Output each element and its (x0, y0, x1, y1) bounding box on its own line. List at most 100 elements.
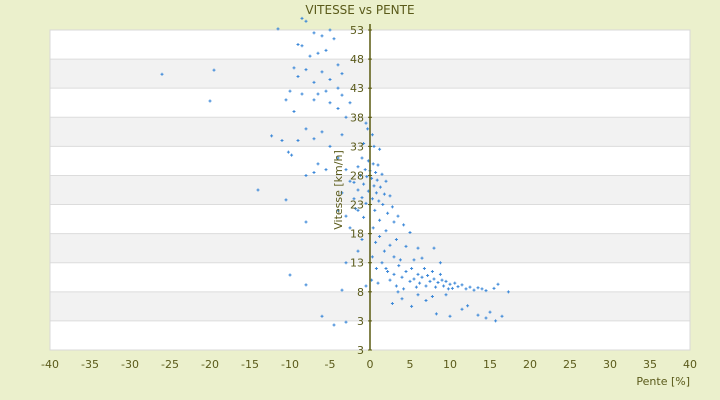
data-point (324, 48, 328, 52)
data-point (344, 115, 348, 119)
data-point (316, 92, 320, 96)
data-point (362, 141, 366, 145)
data-point (390, 301, 394, 305)
data-point (408, 279, 412, 283)
data-point (460, 307, 464, 311)
data-point (320, 34, 324, 38)
data-point (332, 37, 336, 41)
data-point (384, 179, 388, 183)
y-tick-label: 8 (357, 286, 364, 299)
data-point (394, 237, 398, 241)
data-point (344, 214, 348, 218)
x-tick-labels: -40 -35 -30 -25 -20 -15 -10 -5 0 5 10 15 20 25 30 35 40 (41, 358, 697, 371)
data-point (360, 196, 364, 200)
y-tick-label: 13 (350, 257, 364, 270)
data-point (381, 203, 385, 207)
data-point (442, 284, 446, 288)
data-point (374, 191, 378, 195)
data-point (426, 274, 430, 278)
y-tick-label: 48 (350, 53, 364, 66)
data-point (434, 285, 438, 289)
data-point (428, 279, 432, 283)
data-point (398, 258, 402, 262)
data-point (476, 286, 480, 290)
data-point (280, 139, 284, 143)
data-point (328, 77, 332, 81)
data-point (304, 19, 308, 23)
data-point (365, 175, 369, 179)
x-tick-label: 35 (643, 358, 657, 371)
data-point (410, 304, 414, 308)
y-tick-label: 23 (350, 199, 364, 212)
data-point (370, 197, 374, 201)
data-point (460, 283, 464, 287)
data-point (356, 165, 360, 169)
x-tick-label: 25 (563, 358, 577, 371)
data-point (371, 162, 375, 166)
data-point (396, 214, 400, 218)
data-point (276, 27, 280, 31)
chart-title: VITESSE vs PENTE (305, 3, 414, 17)
data-point (296, 43, 300, 47)
data-point (448, 282, 452, 286)
data-point (364, 284, 368, 288)
data-point (390, 205, 394, 209)
data-point (371, 226, 375, 230)
data-point (332, 323, 336, 327)
data-point (340, 288, 344, 292)
y-tick-label: 3 (357, 344, 364, 357)
data-point (376, 281, 380, 285)
data-point (374, 240, 378, 244)
data-point (288, 89, 292, 93)
x-tick-label: 0 (367, 358, 374, 371)
data-point (375, 178, 379, 182)
data-point (356, 208, 360, 212)
data-point (444, 293, 448, 297)
data-point (328, 28, 332, 32)
data-point (356, 249, 360, 253)
data-point (336, 156, 340, 160)
data-point (352, 180, 356, 184)
data-point (446, 287, 450, 291)
data-point (362, 215, 366, 219)
data-point (392, 272, 396, 276)
data-point (394, 284, 398, 288)
data-point (384, 267, 388, 271)
data-point (384, 229, 388, 233)
data-point (400, 275, 404, 279)
data-point (256, 188, 260, 192)
data-point (418, 281, 422, 285)
x-tick-label: 15 (483, 358, 497, 371)
x-tick-label: 20 (523, 358, 537, 371)
x-tick-label: -35 (81, 358, 99, 371)
data-point (344, 168, 348, 172)
data-point (286, 150, 290, 154)
data-point (324, 168, 328, 172)
data-point (366, 127, 370, 131)
x-tick-label: -25 (161, 358, 179, 371)
data-point (324, 89, 328, 93)
data-point (370, 133, 374, 137)
data-point (424, 299, 428, 303)
data-point (492, 286, 496, 290)
data-point (476, 313, 480, 317)
data-point (312, 137, 316, 141)
data-point (288, 273, 292, 277)
data-point (402, 287, 406, 291)
data-point (420, 256, 424, 260)
data-point (374, 267, 378, 271)
data-point (378, 185, 382, 189)
data-point (408, 230, 412, 234)
y-tick-label: 53 (350, 24, 364, 37)
data-point (316, 51, 320, 55)
data-point (378, 235, 382, 239)
data-point (320, 314, 324, 318)
data-point (373, 208, 377, 212)
data-point (296, 139, 300, 143)
x-tick-label: 40 (683, 358, 697, 371)
data-point (344, 320, 348, 324)
y-axis-label: Vitesse [km/h] (332, 150, 345, 230)
data-point (348, 179, 352, 183)
data-point (300, 16, 304, 20)
